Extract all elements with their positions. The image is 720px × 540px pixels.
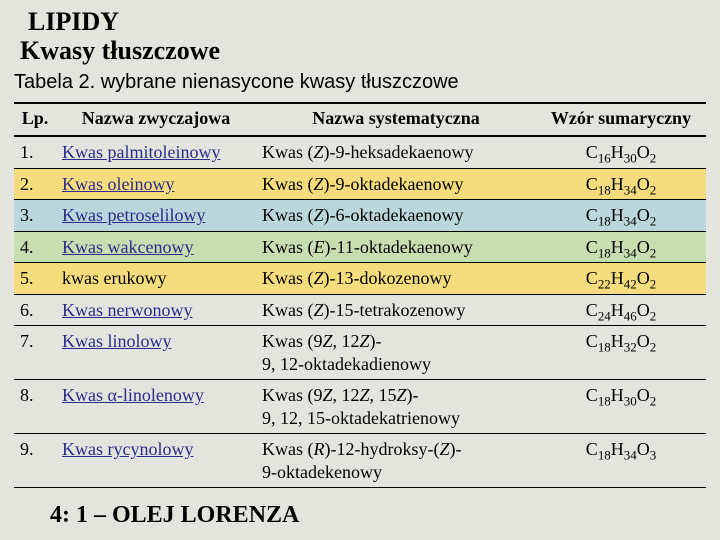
- cell-zwyczajowa: kwas erukowy: [56, 263, 256, 295]
- table-row: 9. Kwas rycynolowy Kwas (R)-12-hydroksy-(Z…: [14, 434, 706, 488]
- cell-zwyczajowa: Kwas petroselilowy: [56, 200, 256, 232]
- cell-systematyczna: Kwas (Z)-9-oktadekaenowy: [256, 168, 536, 200]
- cell-wzor: C16H30O2: [536, 136, 706, 168]
- slide: LIPIDY Kwasy tłuszczowe Tabela 2. wybran…: [0, 0, 720, 540]
- title-line-1: LIPIDY: [28, 8, 706, 37]
- cell-lp: 4.: [14, 231, 56, 263]
- col-wzor: Wzór sumaryczny: [536, 103, 706, 136]
- title-line-2: Kwasy tłuszczowe: [20, 37, 706, 66]
- cell-wzor: C18H34O2: [536, 200, 706, 232]
- table-row: 7. Kwas linolowy Kwas (9Z, 12Z)-9, 12-okta…: [14, 326, 706, 380]
- table-row: 4. Kwas wakcenowy Kwas (E)-11-oktadekaenow…: [14, 231, 706, 263]
- cell-wzor: C18H34O2: [536, 231, 706, 263]
- table-row: 8. Kwas α-linolenowy Kwas (9Z, 12Z, 15Z)-9…: [14, 380, 706, 434]
- acid-link[interactable]: Kwas petroselilowy: [62, 205, 205, 225]
- cell-systematyczna: Kwas (E)-11-oktadekaenowy: [256, 231, 536, 263]
- cell-systematyczna: Kwas (Z)-15-tetrakozenowy: [256, 294, 536, 326]
- cell-systematyczna: Kwas (Z)-13-dokozenowy: [256, 263, 536, 295]
- col-zwyczajowa: Nazwa zwyczajowa: [56, 103, 256, 136]
- acid-link[interactable]: Kwas linolowy: [62, 331, 172, 351]
- acid-link[interactable]: Kwas palmitoleinowy: [62, 142, 220, 162]
- table-row: 3. Kwas petroselilowy Kwas (Z)-6-oktadekae…: [14, 200, 706, 232]
- cell-zwyczajowa: Kwas linolowy: [56, 326, 256, 380]
- cell-lp: 6.: [14, 294, 56, 326]
- table-header-row: Lp. Nazwa zwyczajowa Nazwa systematyczna…: [14, 103, 706, 136]
- table-row: 1. Kwas palmitoleinowy Kwas (Z)-9-heksadek…: [14, 136, 706, 168]
- acid-link[interactable]: Kwas nerwonowy: [62, 300, 192, 320]
- cell-lp: 2.: [14, 168, 56, 200]
- cell-zwyczajowa: Kwas nerwonowy: [56, 294, 256, 326]
- acid-link[interactable]: Kwas α-linolenowy: [62, 385, 204, 405]
- col-systematyczna: Nazwa systematyczna: [256, 103, 536, 136]
- table-body: 1. Kwas palmitoleinowy Kwas (Z)-9-heksadek…: [14, 136, 706, 488]
- fatty-acids-table: Lp. Nazwa zwyczajowa Nazwa systematyczna…: [14, 102, 706, 488]
- cell-zwyczajowa: Kwas wakcenowy: [56, 231, 256, 263]
- acid-link[interactable]: Kwas wakcenowy: [62, 237, 193, 257]
- table-caption: Tabela 2. wybrane nienasycone kwasy tłus…: [14, 71, 706, 94]
- cell-wzor: C18H34O2: [536, 168, 706, 200]
- cell-systematyczna: Kwas (9Z, 12Z)-9, 12-oktadekadienowy: [256, 326, 536, 380]
- cell-wzor: C24H46O2: [536, 294, 706, 326]
- cell-zwyczajowa: Kwas oleinowy: [56, 168, 256, 200]
- cell-lp: 9.: [14, 434, 56, 488]
- cell-zwyczajowa: Kwas palmitoleinowy: [56, 136, 256, 168]
- cell-zwyczajowa: Kwas α-linolenowy: [56, 380, 256, 434]
- cell-wzor: C22H42O2: [536, 263, 706, 295]
- footer-note: 4: 1 – OLEJ LORENZA: [50, 502, 706, 529]
- cell-lp: 1.: [14, 136, 56, 168]
- acid-link[interactable]: Kwas rycynolowy: [62, 439, 193, 459]
- cell-lp: 8.: [14, 380, 56, 434]
- table-row: 6. Kwas nerwonowy Kwas (Z)-15-tetrakozenow…: [14, 294, 706, 326]
- cell-wzor: C18H34O3: [536, 434, 706, 488]
- table-row: 2. Kwas oleinowy Kwas (Z)-9-oktadekaenowyC…: [14, 168, 706, 200]
- cell-wzor: C18H32O2: [536, 326, 706, 380]
- cell-systematyczna: Kwas (Z)-6-oktadekaenowy: [256, 200, 536, 232]
- col-lp: Lp.: [14, 103, 56, 136]
- cell-wzor: C18H30O2: [536, 380, 706, 434]
- cell-zwyczajowa: Kwas rycynolowy: [56, 434, 256, 488]
- cell-systematyczna: Kwas (9Z, 12Z, 15Z)-9, 12, 15-oktadekatr…: [256, 380, 536, 434]
- cell-lp: 3.: [14, 200, 56, 232]
- cell-lp: 5.: [14, 263, 56, 295]
- acid-link[interactable]: Kwas oleinowy: [62, 174, 174, 194]
- table-row: 5.kwas erukowyKwas (Z)-13-dokozenowyC22H…: [14, 263, 706, 295]
- cell-systematyczna: Kwas (R)-12-hydroksy-(Z)-9-oktadekenowy: [256, 434, 536, 488]
- cell-systematyczna: Kwas (Z)-9-heksadekaenowy: [256, 136, 536, 168]
- cell-lp: 7.: [14, 326, 56, 380]
